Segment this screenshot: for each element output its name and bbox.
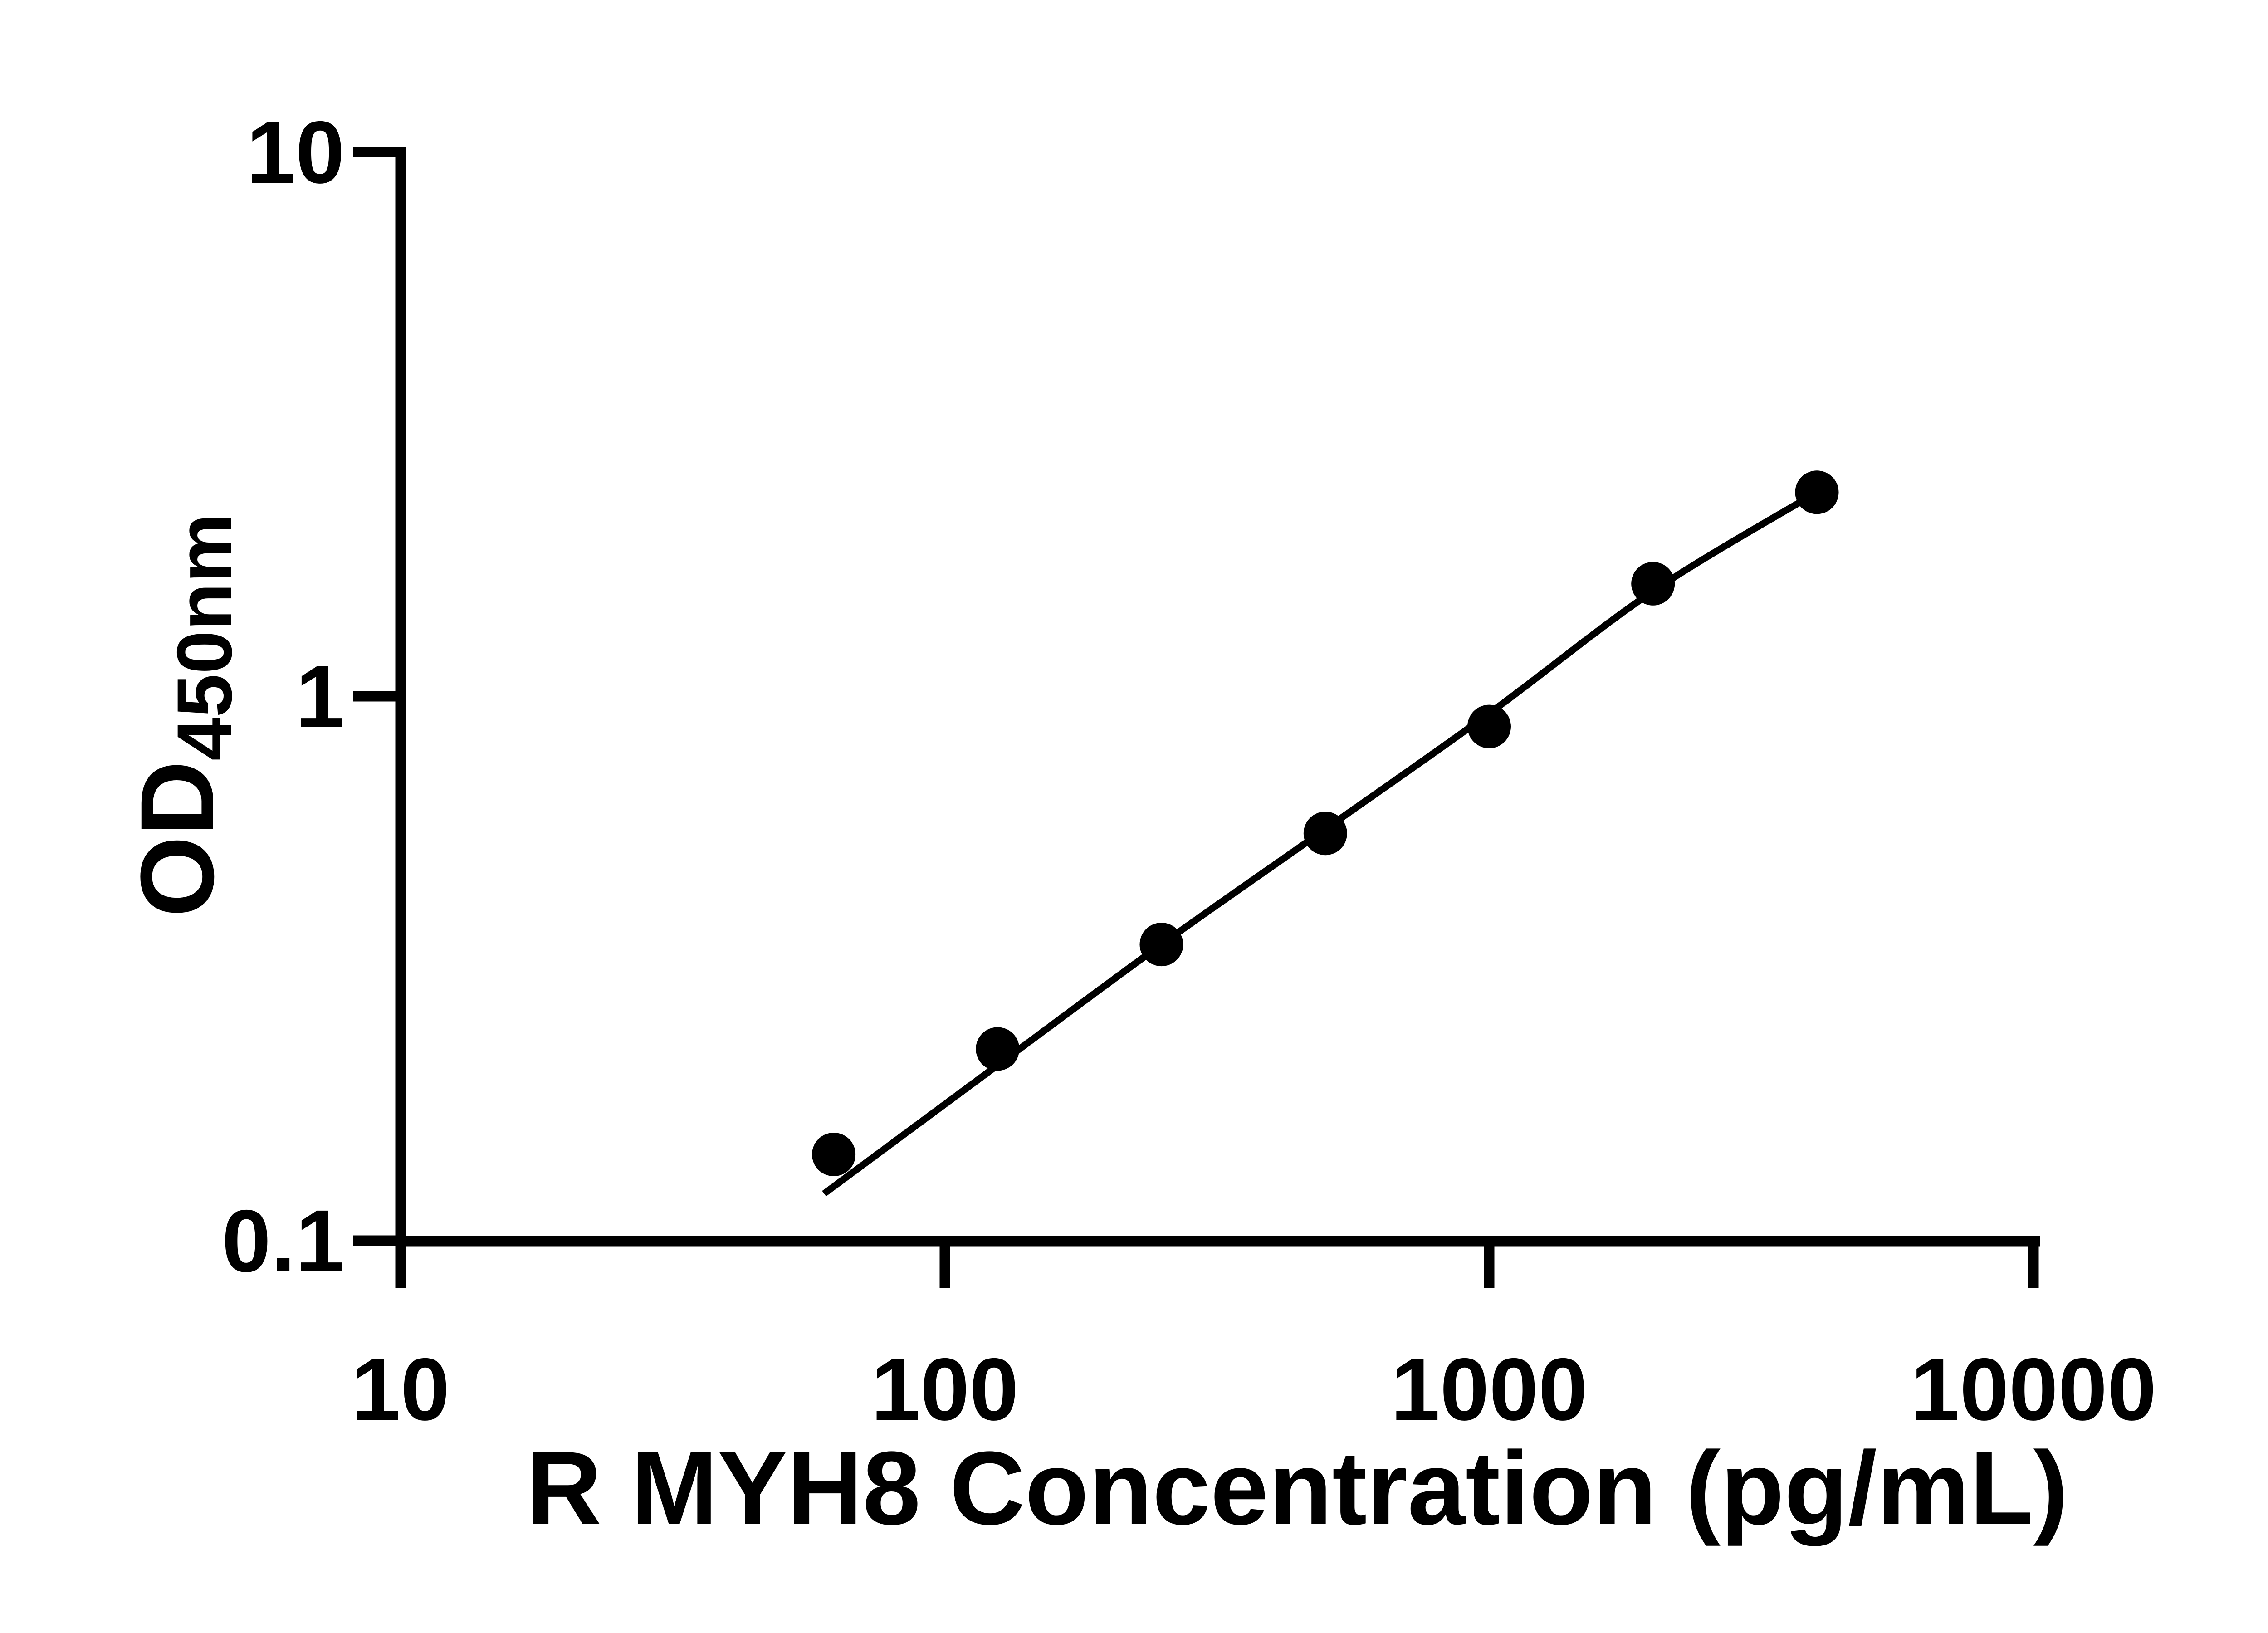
y-axis-title-main: OD bbox=[119, 761, 235, 917]
data-point bbox=[1139, 923, 1183, 967]
data-point bbox=[1631, 562, 1675, 606]
x-tick-label: 10 bbox=[352, 1340, 450, 1439]
x-tick-label: 10000 bbox=[1911, 1340, 2156, 1439]
data-point bbox=[812, 1133, 856, 1176]
data-point bbox=[1303, 812, 1347, 856]
y-tick-label: 1 bbox=[296, 647, 345, 746]
data-point bbox=[1795, 470, 1839, 514]
y-tick-label: 0.1 bbox=[222, 1192, 345, 1291]
y-tick-label: 10 bbox=[246, 103, 345, 202]
data-point bbox=[976, 1027, 1020, 1071]
y-axis-title-subscript: 450nm bbox=[161, 513, 248, 761]
x-axis-title: R MYH8 Concentration (pg/mL) bbox=[527, 1430, 2068, 1546]
y-axis-title: OD450nm bbox=[119, 513, 248, 917]
data-point bbox=[1467, 704, 1511, 748]
x-tick-label: 100 bbox=[871, 1340, 1018, 1439]
x-tick-label: 1000 bbox=[1391, 1340, 1588, 1439]
